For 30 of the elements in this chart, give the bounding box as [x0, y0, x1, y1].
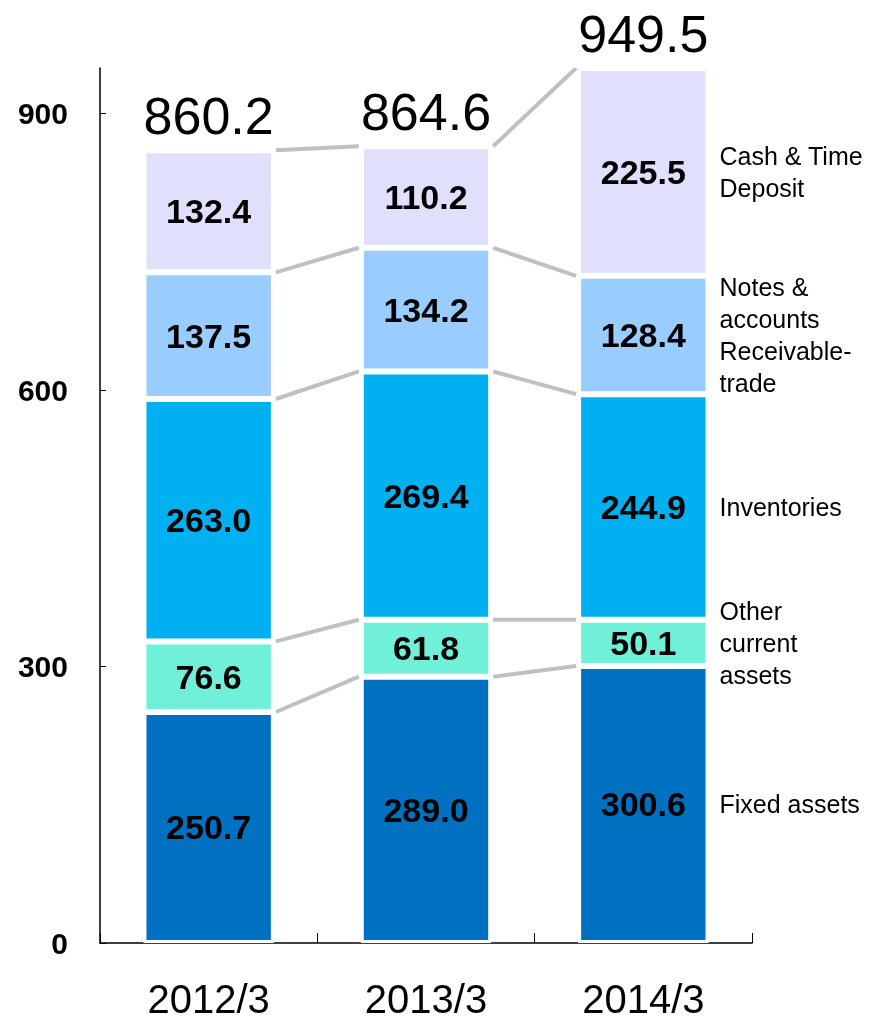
y-tick-label: 300 — [17, 650, 68, 684]
series-label: Inventories — [719, 492, 842, 521]
data-label: 110.2 — [384, 178, 468, 217]
y-tick-label: 0 — [51, 926, 68, 960]
data-label: 225.5 — [600, 152, 686, 191]
total-label: 864.6 — [360, 83, 492, 142]
x-tick-label: 2012/3 — [147, 977, 270, 1021]
x-tick-label: 2013/3 — [364, 977, 488, 1021]
series-label: Cash & Time Deposit — [719, 141, 863, 202]
x-tick-label: 2014/3 — [582, 977, 705, 1021]
data-label: 244.9 — [600, 487, 686, 526]
data-label: 76.6 — [175, 657, 242, 696]
series-label: Notes & accounts Receivable- trade — [719, 272, 852, 397]
y-tick-label: 900 — [17, 97, 68, 131]
data-label: 263.0 — [166, 501, 252, 540]
y-tick-label: 600 — [17, 373, 68, 407]
data-label: 134.2 — [383, 290, 469, 329]
data-label: 132.4 — [166, 192, 252, 231]
data-label: 300.6 — [600, 785, 686, 824]
data-label: 269.4 — [383, 476, 469, 515]
data-label: 289.0 — [383, 790, 469, 829]
total-label: 949.5 — [578, 5, 709, 63]
data-label: 61.8 — [392, 629, 460, 668]
series-label: Other current assets — [719, 596, 798, 689]
series-label: Fixed assets — [719, 790, 860, 819]
data-label: 137.5 — [166, 316, 252, 355]
data-label: 250.7 — [166, 808, 252, 847]
data-label: 50.1 — [610, 623, 677, 662]
data-label: 128.4 — [600, 315, 686, 354]
total-label: 860.2 — [143, 87, 274, 146]
